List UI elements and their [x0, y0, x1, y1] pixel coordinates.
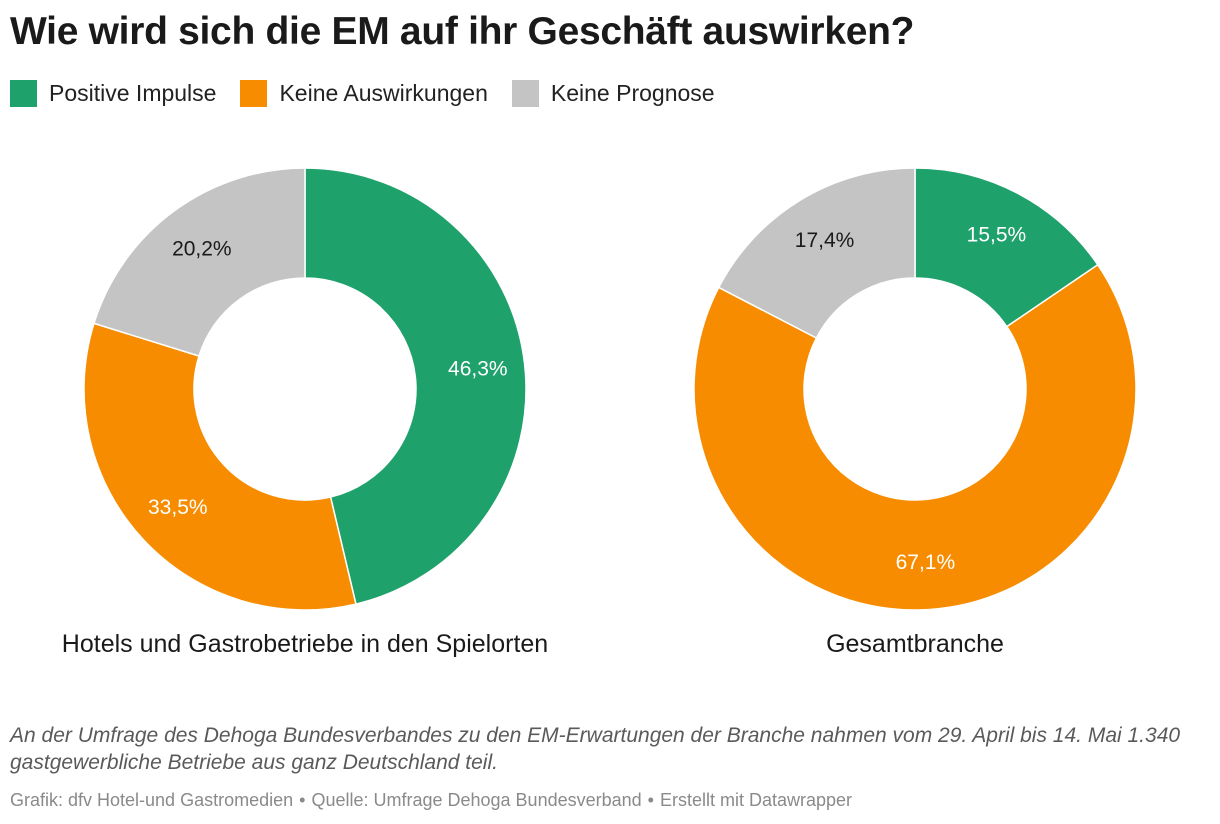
legend-swatch-keine-auswirkungen	[240, 80, 268, 107]
footer-separator: •	[299, 790, 306, 810]
footer-separator: •	[647, 790, 654, 810]
legend: Positive Impulse Keine Auswirkungen Kein…	[10, 80, 715, 107]
chart-label-gesamtbranche: Gesamtbranche	[826, 630, 1004, 658]
donut-value-label-positive: 15,5%	[967, 224, 1027, 247]
donut-slice-positive	[304, 167, 527, 605]
donut-slice-positive	[914, 167, 1099, 328]
donut-chart-gesamtbranche: 15,5% 67,1% 17,4%	[693, 167, 1137, 611]
donut-value-label-keine-auswirkungen: 67,1%	[896, 551, 956, 574]
legend-label-keine-auswirkungen: Keine Auswirkungen	[279, 80, 488, 106]
chart-label-spielorte: Hotels und Gastrobetriebe in den Spielor…	[61, 630, 549, 658]
footer-quelle: Quelle: Umfrage Dehoga Bundesverband	[311, 790, 642, 810]
legend-item-keine-prognose: Keine Prognose	[511, 80, 715, 107]
legend-swatch-keine-prognose	[511, 80, 539, 107]
footer: Grafik: dfv Hotel-und Gastromedien • Quell…	[10, 790, 852, 811]
footer-grafik: Grafik: dfv Hotel-und Gastromedien	[10, 790, 294, 810]
donut-slice-keine-auswirkungen	[693, 263, 1137, 611]
donut-slice-keine-auswirkungen	[83, 322, 357, 611]
donut-value-label-positive: 46,3%	[448, 357, 508, 380]
legend-item-keine-auswirkungen: Keine Auswirkungen	[240, 80, 488, 107]
chart-note: An der Umfrage des Dehoga Bundesverbande…	[10, 724, 1181, 774]
donut-value-label-keine-prognose: 17,4%	[795, 229, 855, 252]
legend-item-positive: Positive Impulse	[10, 80, 216, 107]
chart-title: Wie wird sich die EM auf ihr Geschäft au…	[10, 10, 915, 53]
legend-swatch-positive	[10, 80, 37, 107]
legend-label-keine-prognose: Keine Prognose	[550, 80, 715, 106]
donut-value-label-keine-prognose: 20,2%	[172, 237, 232, 260]
donut-chart-spielorte: 46,3% 33,5% 20,2%	[83, 167, 527, 611]
donut-value-label-keine-auswirkungen: 33,5%	[148, 496, 208, 519]
footer-erstellt: Erstellt mit Datawrapper	[659, 790, 853, 810]
legend-label-positive: Positive Impulse	[49, 80, 217, 106]
donut-slice-keine-prognose	[93, 167, 306, 357]
donut-slice-keine-prognose	[717, 167, 916, 339]
